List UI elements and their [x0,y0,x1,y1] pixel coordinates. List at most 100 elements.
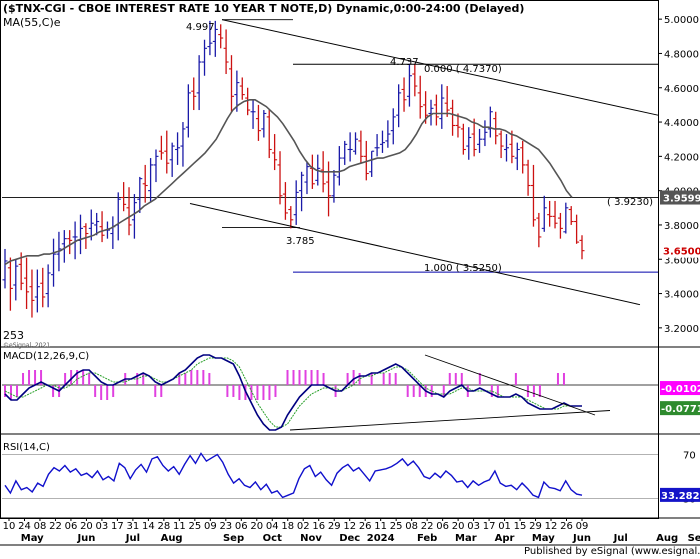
annotation-label: 4.997 [186,22,215,33]
time-day-label: 26 [560,521,573,532]
corner-count-label: 253 [3,329,24,342]
time-day-label: 09 [576,521,589,532]
time-month-label: Jun [76,533,95,544]
macd-tag-box [660,401,700,416]
time-day-label: 10 [3,521,16,532]
time-month-label: May [21,533,44,544]
rsi-tick-label: 70 [683,451,696,462]
publisher-footer: Published by eSignal (www.esignal.com) [524,546,700,557]
time-month-label: May [532,533,555,544]
time-month-label: Mar [455,533,477,544]
price-tick-label: 4.8000 [664,49,699,60]
time-day-label: 08 [34,521,47,532]
rsi-tag-label: 33.2822 [661,491,700,502]
macd-signal-line [4,357,582,428]
time-day-label: 06 [235,521,248,532]
time-month-label: Nov [300,533,322,544]
time-day-label: 29 [529,521,542,532]
price-tick-label: 3.8000 [664,221,699,232]
time-day-label: 17 [111,521,124,532]
time-day-label: 12 [343,521,356,532]
price-tick-label: 4.4000 [664,118,699,129]
price-tick-label: 4.6000 [664,84,699,95]
time-day-label: 22 [421,521,434,532]
time-day-label: 31 [127,521,140,532]
annotation-label: 4.737 [390,57,419,68]
macd-label: MACD(12,26,9,C) [3,351,89,362]
ma55-line [4,99,573,266]
lower-channel-line [189,203,641,306]
price-axis: 5.00004.80004.60004.40004.20004.00003.80… [658,15,700,335]
macd-panel: -0.0102 -0.0771 [2,354,700,431]
price-tag-label: 3.9599 [663,194,700,205]
time-month-label: Sep [223,533,244,544]
macd-tag-label: -0.0771 [661,404,700,415]
price-tick-label: 5.0000 [664,15,699,26]
price-tag-label: 3.6500 [663,247,700,258]
time-month-label: Feb [417,533,437,544]
price-tick-label: 3.2000 [664,324,699,335]
time-day-label: 28 [157,521,170,532]
time-day-label: 03 [467,521,480,532]
time-day-label: 08 [405,521,418,532]
time-day-label: 24 [18,521,31,532]
price-grid [2,19,658,273]
time-day-label: 22 [49,521,62,532]
price-tick-label: 3.6000 [664,255,699,266]
time-day-label: 11 [374,521,387,532]
annotation-label: ( 3.9230) [607,197,653,208]
rsi-panel: 703033.2822 [2,451,700,506]
time-month-label: Oct [263,533,282,544]
time-month-label: 2024 [367,533,395,544]
macd-line [4,354,582,431]
trendline-drawings: 4.997 4.737 0.000 ( 4.7370) 3.785 ( 3.9230) 1… [186,19,659,306]
time-day-label: 14 [142,521,155,532]
time-axis: 10 24 08 22 06 20 03 17 31 14 28 11 25 09 23 06 20 04 18 02… [3,518,700,544]
rsi-line [4,452,583,499]
price-tick-label: 4.2000 [664,152,699,163]
macd-resistance-line [424,354,596,416]
price-tag-box [660,190,700,205]
time-day-label: 12 [545,521,558,532]
rsi-tag-box [660,487,700,502]
time-day-label: 20 [452,521,465,532]
time-day-label: 03 [96,521,109,532]
price-bars [2,20,585,318]
time-month-label: Sep [688,533,700,544]
time-day-label: 02 [297,521,310,532]
time-day-label: 23 [219,521,232,532]
macd-tag-box [660,381,700,396]
time-day-label: 11 [173,521,186,532]
upper-channel-line [221,19,659,116]
price-tick-label: 3.4000 [664,290,699,301]
time-month-label: Jul [613,533,628,544]
price-tag-box [660,243,700,258]
time-day-label: 06 [436,521,449,532]
time-day-label: 29 [328,521,341,532]
time-day-label: 20 [250,521,263,532]
time-month-label: Jun [572,533,591,544]
time-day-label: 20 [80,521,93,532]
time-day-label: 25 [188,521,201,532]
time-day-label: 09 [204,521,217,532]
time-day-label: 16 [312,521,325,532]
rsi-label: RSI(14,C) [3,442,50,453]
copyright-label: ©eSignal, 2021 [3,342,50,349]
time-day-label: 17 [483,521,496,532]
time-month-label: Aug [656,533,678,544]
time-day-label: 18 [281,521,294,532]
macd-support-line [289,410,611,431]
annotation-label: 0.000 ( 4.7370) [424,64,502,75]
time-day-label: 25 [390,521,403,532]
time-day-label: 04 [266,521,279,532]
time-day-label: 26 [359,521,372,532]
macd-tag-label: -0.0102 [661,384,700,395]
annotation-label: 3.785 [286,236,315,247]
time-day-label: 01 [498,521,511,532]
time-day-label: 15 [514,521,527,532]
annotation-label: 1.000 ( 3.5250) [424,263,502,274]
chart-title: ($TNX-CGI - CBOE INTEREST RATE 10 YEAR T… [3,2,524,15]
